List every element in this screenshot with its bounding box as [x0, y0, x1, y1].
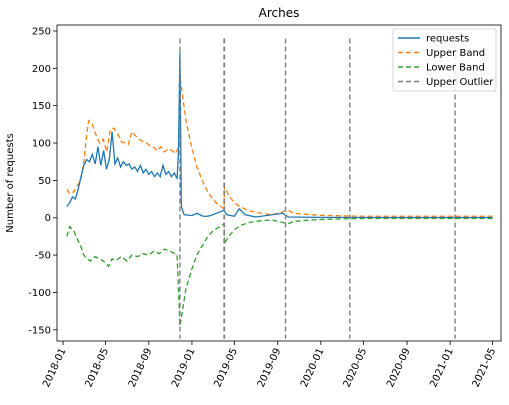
plot-marks	[66, 38, 493, 339]
y-tick-label: -50	[35, 251, 51, 262]
y-axis-label: Number of requests	[5, 133, 16, 232]
x-tick-label: 2021-01	[428, 347, 456, 390]
y-tick-label: 50	[38, 176, 51, 187]
y-tick-label: 0	[45, 213, 51, 224]
y-tick-label: -150	[28, 325, 51, 336]
x-axis: 2018-01 2018-05 2018-09 2019-01 2019-05 2019-…	[41, 341, 498, 389]
x-tick-label: 2019-09	[256, 347, 284, 390]
x-tick-label: 2020-09	[385, 347, 413, 390]
series-line-requests	[66, 51, 493, 219]
x-tick-label: 2018-01	[41, 347, 69, 390]
chart-title: Arches	[259, 6, 300, 20]
legend-entry: Lower Band	[426, 63, 485, 74]
plot-frame	[56, 24, 502, 342]
y-tick-label: 150	[32, 101, 51, 112]
legend-entry: Upper Band	[426, 48, 485, 59]
x-tick-label: 2021-05	[471, 347, 499, 390]
y-tick-label: 200	[32, 64, 51, 75]
series-line-lower-band	[66, 217, 493, 327]
y-axis: -150 -100 -50 0 50 100 150 200 250	[28, 26, 57, 336]
y-tick-label: -100	[28, 288, 51, 299]
x-tick-label: 2018-05	[83, 347, 111, 390]
y-tick-label: 250	[32, 26, 51, 37]
x-tick-label: 2020-05	[342, 347, 370, 390]
x-tick-label: 2019-01	[170, 347, 198, 390]
y-tick-label: 100	[32, 139, 51, 150]
legend: requests Upper Band Lower Band Upper Outlie…	[392, 28, 497, 92]
series-line-upper-band	[66, 75, 493, 217]
x-tick-label: 2018-09	[127, 347, 155, 390]
legend-box	[392, 28, 497, 92]
x-tick-label: 2020-01	[299, 347, 327, 390]
x-tick-label: 2019-05	[212, 347, 240, 390]
legend-entry: Upper Outlier	[426, 77, 494, 88]
legend-entry: requests	[426, 34, 469, 45]
